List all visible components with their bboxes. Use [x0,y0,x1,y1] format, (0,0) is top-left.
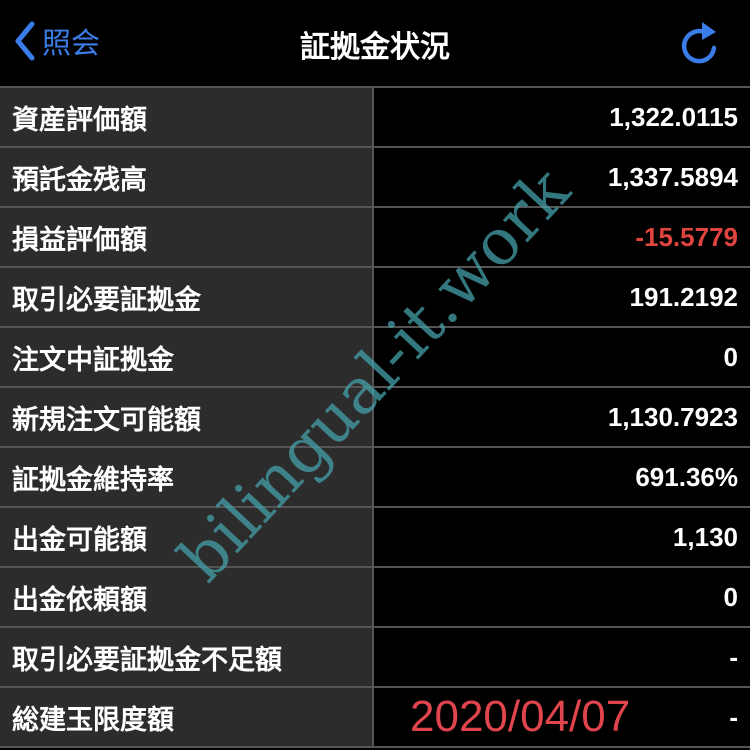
row-label: 出金依頼額 [0,568,374,626]
row-label: 出金可能額 [0,508,374,566]
row-value: -15.5779 [635,221,738,252]
page-title: 証拠金状況 [300,30,450,65]
row-value: 1,337.5894 [607,161,738,192]
margin-status-table: 資産評価額 1,322.0115 預託金残高 1,337.5894 損益評価額 -15.5… [0,86,750,748]
table-row: 新規注文可能額 1,130.7923 [0,386,750,446]
row-label: 注文中証拠金 [0,328,374,386]
back-label: 照会 [42,26,101,60]
row-value: 0 [723,341,738,372]
table-row: 総建玉限度額 - [0,686,750,748]
navigation-bar: 照会 証拠金状況 [0,0,750,86]
table-row: 注文中証拠金 0 [0,326,750,386]
table-row: 損益評価額 -15.5779 [0,206,750,266]
refresh-button[interactable] [678,18,722,70]
row-label: 総建玉限度額 [0,688,374,746]
row-value: - [729,641,738,672]
row-label: 新規注文可能額 [0,388,374,446]
row-value: 691.36% [635,461,738,492]
row-value: 1,322.0115 [609,101,738,132]
row-label: 取引必要証拠金不足額 [0,628,374,686]
row-value: 1,130 [672,521,738,552]
table-row: 出金依頼額 0 [0,566,750,626]
row-value: - [729,701,738,732]
chevron-left-icon [15,21,35,61]
refresh-icon [681,22,717,64]
row-value: 0 [723,581,738,612]
table-row: 資産評価額 1,322.0115 [0,86,750,146]
row-value: 1,130.7923 [607,401,738,432]
overlay-date: 2020/04/07 [410,692,631,741]
row-label: 資産評価額 [0,88,374,146]
table-row: 出金可能額 1,130 [0,506,750,566]
table-row: 証拠金維持率 691.36% [0,446,750,506]
row-value: 191.2192 [629,281,738,312]
table-row: 預託金残高 1,337.5894 [0,146,750,206]
table-row: 取引必要証拠金 191.2192 [0,266,750,326]
row-label: 証拠金維持率 [0,448,374,506]
table-row: 取引必要証拠金不足額 - [0,626,750,686]
back-button[interactable]: 照会 [14,20,100,62]
row-label: 取引必要証拠金 [0,268,374,326]
row-label: 預託金残高 [0,148,374,206]
row-label: 損益評価額 [0,208,374,266]
